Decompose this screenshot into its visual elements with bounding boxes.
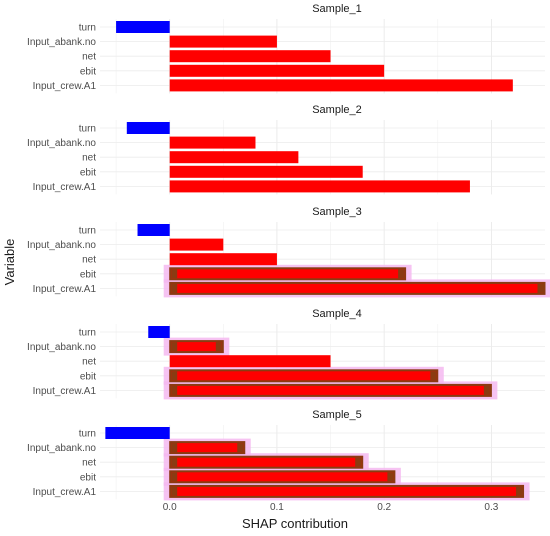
highlight-outline xyxy=(169,340,224,354)
category-label: ebit xyxy=(80,269,96,280)
category-label: ebit xyxy=(80,167,96,178)
category-label: turn xyxy=(79,429,96,440)
x-axis: 0.0 0.1 0.2 0.3 xyxy=(163,502,499,513)
panel-title: Sample_5 xyxy=(312,409,362,421)
bar-1-4 xyxy=(169,64,385,77)
bar-5-1 xyxy=(105,427,170,439)
bar-1-5 xyxy=(169,79,513,92)
bar-5-2 xyxy=(169,441,245,454)
highlight-outline xyxy=(169,383,492,397)
x-axis-title: SHAP contribution xyxy=(242,516,348,531)
category-label: Input_crew.A1 xyxy=(33,182,97,193)
category-label: Input_abank.no xyxy=(27,138,96,149)
highlight-end-mark xyxy=(237,443,244,453)
bar-3-5 xyxy=(169,282,545,295)
highlight-start-mark xyxy=(171,371,178,381)
highlight-start-mark xyxy=(171,443,178,453)
category-label: turn xyxy=(79,23,96,34)
category-label: net xyxy=(82,458,96,469)
highlight-start-mark xyxy=(171,385,178,395)
bar-2-2 xyxy=(169,136,256,149)
category-label: net xyxy=(82,153,96,164)
bar-2-3 xyxy=(169,151,299,164)
category-label: ebit xyxy=(80,371,96,382)
category-label: net xyxy=(82,52,96,63)
highlight-start-mark xyxy=(171,283,178,293)
highlight-start-mark xyxy=(171,472,178,482)
bar-2-5 xyxy=(169,180,470,193)
panel-title: Sample_4 xyxy=(312,308,362,320)
highlight-outline xyxy=(169,484,525,498)
category-label: net xyxy=(82,357,96,368)
highlight-end-mark xyxy=(537,283,544,293)
highlight-outline xyxy=(169,455,364,469)
highlight-start-mark xyxy=(171,342,178,352)
bar-3-1 xyxy=(137,224,170,236)
highlight-end-mark xyxy=(398,269,405,279)
bar-3-4 xyxy=(169,267,406,280)
x-tick-label: 0.2 xyxy=(377,502,391,513)
bar-3-3 xyxy=(169,253,277,266)
category-label: Input_abank.no xyxy=(27,443,96,454)
highlight-end-mark xyxy=(387,472,394,482)
bar-4-5 xyxy=(169,384,492,397)
bar-4-1 xyxy=(148,326,170,338)
category-label: Input_crew.A1 xyxy=(33,386,97,397)
highlight-end-mark xyxy=(215,342,222,352)
category-label: net xyxy=(82,255,96,266)
category-label: Input_crew.A1 xyxy=(33,284,97,295)
panel-title: Sample_1 xyxy=(312,3,362,15)
x-tick-label: 0.3 xyxy=(484,502,498,513)
bar-4-3 xyxy=(169,355,331,368)
highlight-start-mark xyxy=(171,269,178,279)
category-label: turn xyxy=(79,226,96,237)
category-label: Input_abank.no xyxy=(27,342,96,353)
highlight-start-mark xyxy=(171,457,178,467)
category-label: Input_crew.A1 xyxy=(33,487,97,498)
category-label: Input_crew.A1 xyxy=(33,81,97,92)
highlight-outline xyxy=(169,281,546,295)
category-label: ebit xyxy=(80,472,96,483)
highlight-end-mark xyxy=(430,371,437,381)
bar-1-1 xyxy=(116,21,170,33)
highlight-outline xyxy=(169,470,396,484)
highlight-outline xyxy=(169,369,439,383)
bar-5-3 xyxy=(169,456,363,469)
bar-2-4 xyxy=(169,165,363,178)
panel-title: Sample_3 xyxy=(312,206,362,218)
bar-1-2 xyxy=(169,35,277,48)
highlight-outline xyxy=(169,441,246,455)
bar-5-4 xyxy=(169,470,395,483)
category-label: Input_abank.no xyxy=(27,240,96,251)
panel-title: Sample_2 xyxy=(312,104,362,116)
highlight-end-mark xyxy=(355,457,362,467)
bar-2-1 xyxy=(126,122,170,134)
category-label: turn xyxy=(79,328,96,339)
bar-4-4 xyxy=(169,369,438,382)
bar-5-5 xyxy=(169,485,524,498)
highlight-end-mark xyxy=(516,486,523,496)
bar-3-2 xyxy=(169,238,224,251)
category-label: Input_abank.no xyxy=(27,37,96,48)
highlight-end-mark xyxy=(483,385,490,395)
panels-group: Sample_1turnInput_abank.nonetebitInput_c… xyxy=(27,3,550,501)
x-tick-label: 0.0 xyxy=(163,502,177,513)
category-label: turn xyxy=(79,124,96,135)
y-axis-title: Variable xyxy=(2,239,17,286)
highlight-start-mark xyxy=(171,486,178,496)
bar-4-2 xyxy=(169,340,224,353)
bar-1-3 xyxy=(169,50,331,63)
category-label: ebit xyxy=(80,66,96,77)
x-tick-label: 0.1 xyxy=(270,502,284,513)
highlight-outline xyxy=(169,267,407,281)
